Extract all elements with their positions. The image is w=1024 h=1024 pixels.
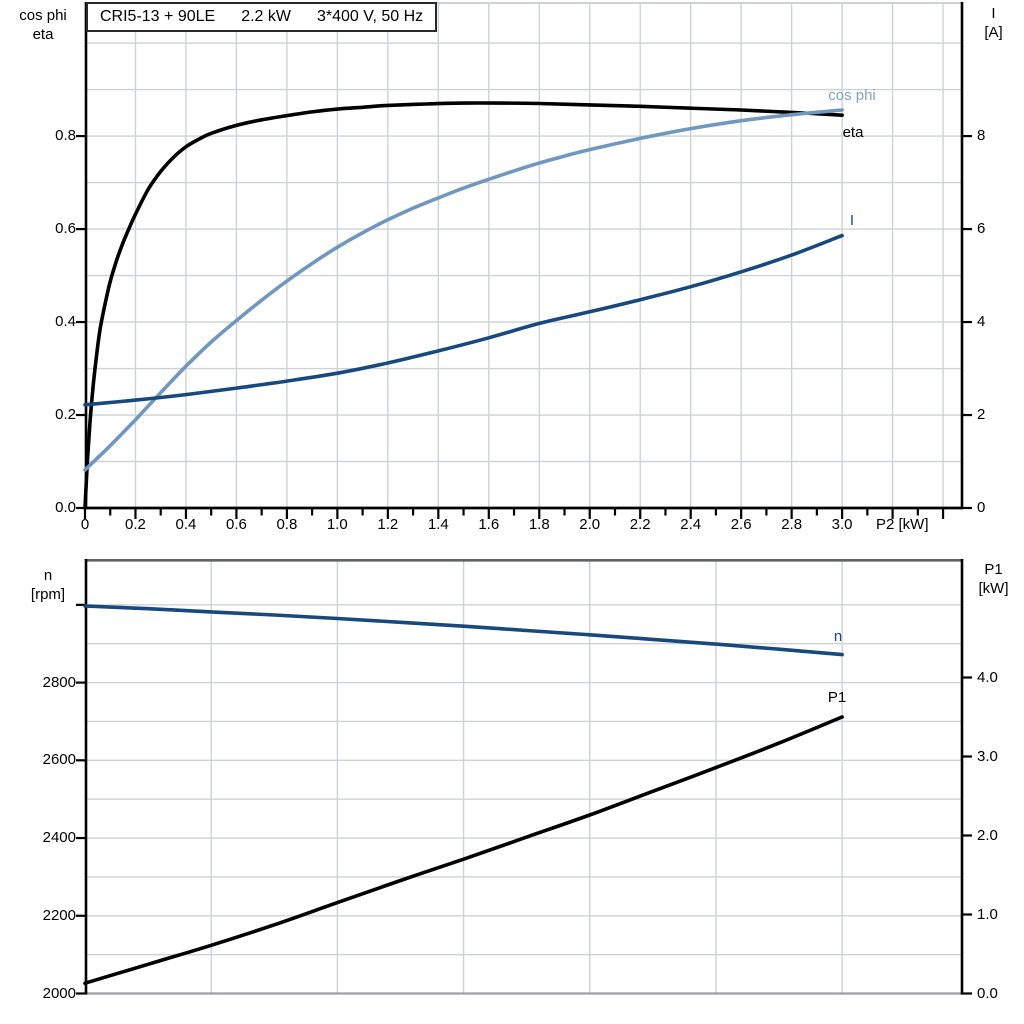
x-tick-label: 1.4	[427, 516, 449, 533]
x-tick-label: 2.0	[579, 516, 601, 533]
x-tick-label: 0	[80, 516, 90, 533]
eta-curve	[83, 101, 844, 510]
top-left-axis-title: cos phi eta	[0, 6, 86, 44]
x-axis-title: P2 [kW]	[876, 516, 929, 533]
eta-curve-label: eta	[842, 124, 864, 141]
cos-phi-curve	[83, 108, 844, 472]
chart-title-box: CRI5-13 + 90LE 2.2 kW 3*400 V, 50 Hz	[86, 2, 438, 32]
x-tick-label: 0.2	[125, 516, 146, 533]
right-tick-label: 1.0	[977, 905, 998, 923]
right-tick-label: 6	[977, 220, 986, 238]
x-tick-label: 2.4	[680, 516, 702, 533]
n-curve	[83, 604, 844, 657]
left-tick-label: 2000	[42, 984, 76, 1002]
p1-curve-label: P1	[827, 689, 847, 706]
x-tick-label: 1.2	[377, 516, 399, 533]
right-tick-label: 0	[977, 499, 986, 516]
cos-phi-axis-title: cos phi	[19, 7, 67, 24]
x-tick-label: 0.6	[225, 516, 247, 533]
x-tick-label: 2.2	[629, 516, 651, 533]
bottom-right-axis-title: P1 [kW]	[963, 560, 1024, 598]
right-tick-label: 4	[977, 313, 986, 331]
left-tick-label: 0.8	[55, 127, 76, 145]
p1-axis-title: P1	[984, 561, 1003, 578]
right-tick-label: 2	[977, 406, 986, 424]
speed-axis-title: n	[43, 567, 53, 584]
current-axis-title: I	[991, 5, 996, 22]
left-tick-label: 2800	[42, 673, 76, 691]
supply-voltage-label: 3*400 V, 50 Hz	[316, 8, 424, 25]
motor-power-label: 2.2 kW	[241, 8, 291, 25]
eta-axis-title: eta	[32, 26, 54, 43]
speed-axis-unit: [rpm]	[30, 586, 66, 603]
right-tick-label: 2.0	[977, 826, 998, 844]
current-curve-label: I	[849, 212, 855, 229]
x-tick-label: 3.0	[831, 516, 853, 533]
I-curve	[83, 233, 844, 407]
x-tick-label: 0.8	[276, 516, 298, 533]
left-tick-label: 0.0	[55, 499, 76, 516]
bottom-left-axis-title: n [rpm]	[0, 566, 96, 604]
cos-phi-curve-label: cos phi	[828, 87, 876, 104]
left-tick-label: 0.2	[55, 406, 76, 424]
x-tick-label: 2.8	[781, 516, 803, 533]
left-tick-label: 0.6	[55, 220, 76, 238]
left-tick-label: 2200	[42, 906, 76, 924]
top-right-axis-title: I [A]	[963, 4, 1024, 42]
speed-curve-label: n	[833, 628, 843, 645]
x-tick-label: 1.0	[326, 516, 348, 533]
left-tick-label: 0.4	[55, 313, 76, 331]
right-tick-label: 4.0	[977, 668, 998, 686]
x-tick-label: 0.4	[175, 516, 197, 533]
right-tick-label: 8	[977, 127, 986, 145]
x-tick-label: 1.6	[478, 516, 500, 533]
left-tick-label: 2400	[42, 829, 76, 847]
current-axis-unit: [A]	[984, 24, 1003, 41]
x-tick-label: 2.6	[730, 516, 752, 533]
right-tick-label: 3.0	[977, 747, 998, 765]
right-tick-label: 0.0	[977, 984, 998, 1002]
pump-model-label: CRI5-13 + 90LE	[100, 8, 216, 25]
p1-axis-unit: [kW]	[978, 580, 1009, 597]
left-tick-label: 2600	[42, 751, 76, 769]
x-tick-label: 1.8	[528, 516, 550, 533]
P1-curve	[83, 715, 844, 985]
